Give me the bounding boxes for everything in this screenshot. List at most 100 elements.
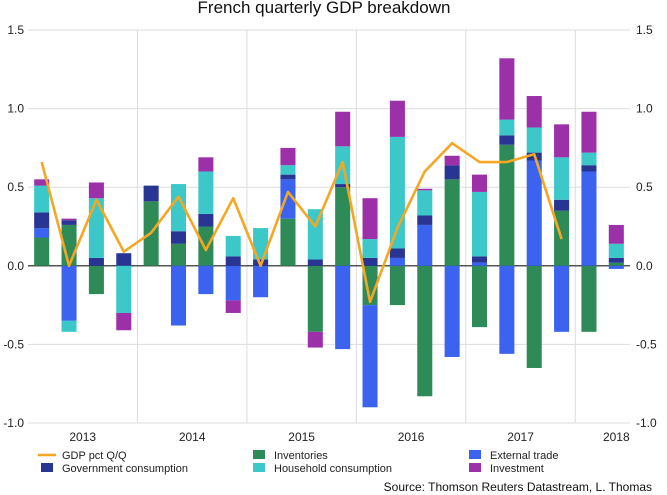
bar-government-consumption-q2 xyxy=(61,220,77,225)
y-tick-right-4: -0.5 xyxy=(636,337,657,351)
gdp-line-group xyxy=(40,141,563,304)
bar-household-consumption-q3 xyxy=(88,198,104,258)
bar-household-consumption-q17 xyxy=(471,191,488,257)
bar-investment-q16 xyxy=(444,155,460,166)
legend-swatch-inventories xyxy=(253,450,265,459)
bar-inventories-q15 xyxy=(417,265,433,397)
bar-external-trade-q17 xyxy=(471,262,488,266)
bar-household-consumption-q20 xyxy=(554,157,570,200)
y-tick-left-4: -0.5 xyxy=(3,337,24,351)
y-tick-left-2: 0.5 xyxy=(7,180,24,194)
legend-label-investment: Investment xyxy=(490,463,544,475)
bar-investment-q7 xyxy=(198,157,214,172)
bar-investment-q2 xyxy=(61,218,77,221)
bar-inventories-q21 xyxy=(581,265,597,332)
bar-inventories-q17 xyxy=(471,265,488,328)
bar-investment-q14 xyxy=(389,100,405,137)
y-axis-right: 1.5 1.0 0.5 0.0 -0.5 -1.0 xyxy=(636,23,657,430)
bar-household-consumption-q15 xyxy=(417,190,433,216)
bar-external-trade-q9 xyxy=(253,265,269,298)
bar-inventories-q18 xyxy=(499,144,515,266)
legend-label-household-consumption: Household consumption xyxy=(274,463,392,475)
y-tick-right-0: 1.5 xyxy=(636,23,653,37)
bar-external-trade-q21 xyxy=(581,171,597,266)
bar-external-trade-q16 xyxy=(444,265,460,357)
bar-external-trade-q2 xyxy=(61,265,77,321)
bar-external-trade-q7 xyxy=(198,265,214,295)
bar-government-consumption-q14 xyxy=(389,248,405,258)
bar-household-consumption-q21 xyxy=(581,152,597,166)
bar-investment-q21 xyxy=(581,111,597,153)
bar-inventories-q19 xyxy=(526,265,542,368)
bar-external-trade-q22 xyxy=(608,265,624,269)
bar-external-trade-q19 xyxy=(526,160,542,266)
bar-government-consumption-q7 xyxy=(198,213,214,227)
bar-household-consumption-q18 xyxy=(499,119,515,136)
bar-investment-q8 xyxy=(225,300,241,313)
bar-investment-q19 xyxy=(526,96,542,128)
source-note: Source: Thomson Reuters Datastream, L. T… xyxy=(384,480,652,494)
chart-title: French quarterly GDP breakdown xyxy=(198,0,451,17)
bar-government-consumption-q15 xyxy=(417,215,433,225)
bar-government-consumption-q22 xyxy=(608,257,624,263)
bar-investment-q4 xyxy=(116,312,132,331)
bar-household-consumption-q19 xyxy=(526,127,542,153)
bar-government-consumption-q11 xyxy=(307,259,323,266)
bar-inventories-q3 xyxy=(88,265,104,295)
bar-government-consumption-q5 xyxy=(143,185,159,202)
bar-government-consumption-q4 xyxy=(116,253,132,266)
x-axis: 2013 2014 2015 2016 2017 2018 xyxy=(69,430,630,444)
bar-government-consumption-q1 xyxy=(34,212,50,229)
bar-household-consumption-q13 xyxy=(362,239,378,258)
bar-investment-q3 xyxy=(88,182,104,199)
x-year-label-2015: 2015 xyxy=(288,430,315,444)
x-year-label-2016: 2016 xyxy=(398,430,425,444)
bar-household-consumption-q8 xyxy=(225,235,241,257)
bar-investment-q10 xyxy=(280,147,296,166)
x-year-label-2017: 2017 xyxy=(507,430,534,444)
bar-inventories-q11 xyxy=(307,265,323,332)
bar-government-consumption-q12 xyxy=(335,184,351,188)
bar-investment-q22 xyxy=(608,224,624,244)
y-tick-right-5: -1.0 xyxy=(636,416,657,430)
bar-external-trade-q20 xyxy=(554,265,570,332)
bar-government-consumption-q20 xyxy=(554,199,570,211)
x-year-label-2013: 2013 xyxy=(69,430,96,444)
bar-external-trade-q8 xyxy=(225,265,241,301)
bar-investment-q17 xyxy=(471,174,488,192)
bar-government-consumption-q6 xyxy=(170,231,187,244)
bar-government-consumption-q16 xyxy=(444,165,460,180)
bar-investment-q11 xyxy=(307,331,323,348)
y-tick-right-3: 0.0 xyxy=(636,259,653,273)
bar-external-trade-q15 xyxy=(417,224,433,266)
bar-government-consumption-q10 xyxy=(280,174,296,180)
legend-label-gdp-pct-q-q: GDP pct Q/Q xyxy=(62,450,127,462)
bar-household-consumption-q4 xyxy=(116,265,132,313)
y-tick-left-1: 1.0 xyxy=(7,102,24,116)
gdp-pct-qq-line xyxy=(40,141,563,304)
bar-external-trade-q18 xyxy=(499,265,515,354)
bar-household-consumption-q2 xyxy=(61,320,77,332)
y-tick-left-0: 1.5 xyxy=(7,23,24,37)
x-year-label-2018: 2018 xyxy=(603,430,630,444)
y-tick-left-3: 0.0 xyxy=(7,259,24,273)
legend-swatch-investment xyxy=(469,463,481,472)
bar-inventories-q1 xyxy=(34,237,50,266)
y-tick-left-5: -1.0 xyxy=(3,416,24,430)
y-tick-right-1: 1.0 xyxy=(636,102,653,116)
bar-government-consumption-q13 xyxy=(362,257,378,266)
bar-inventories-q7 xyxy=(198,226,214,266)
bar-household-consumption-q6 xyxy=(170,184,187,232)
bar-investment-q12 xyxy=(335,111,351,147)
bar-investment-q18 xyxy=(499,58,515,120)
legend-swatch-government-consumption xyxy=(41,463,53,472)
bar-investment-q15 xyxy=(417,188,433,191)
bar-external-trade-q12 xyxy=(335,265,351,350)
legend-swatch-external-trade xyxy=(469,450,481,459)
bar-household-consumption-q7 xyxy=(198,171,214,214)
bar-household-consumption-q22 xyxy=(608,243,624,258)
y-tick-right-2: 0.5 xyxy=(636,180,653,194)
legend-swatch-household-consumption xyxy=(253,463,265,472)
